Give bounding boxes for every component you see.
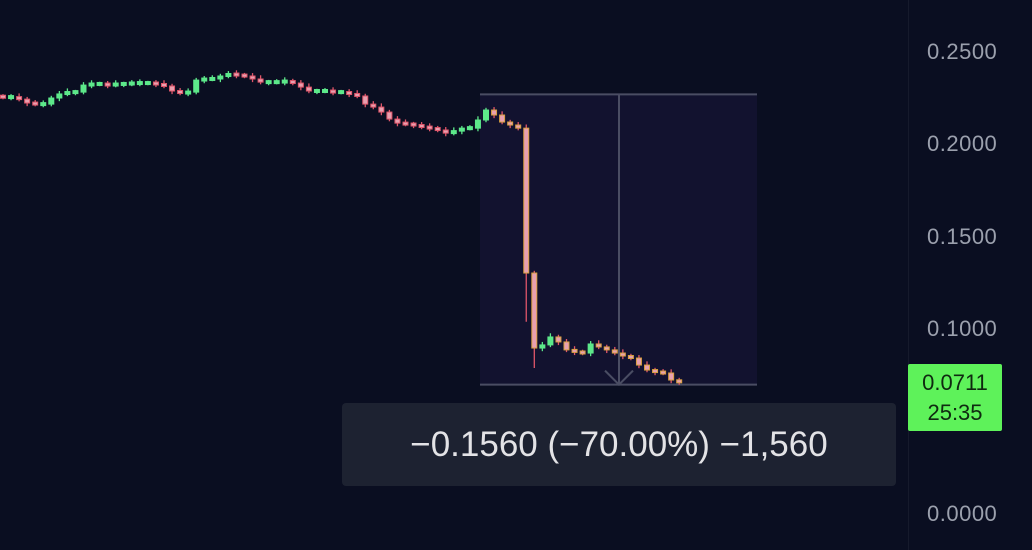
candle-up [185, 90, 192, 95]
candle-down [660, 370, 667, 375]
candle-up [313, 88, 320, 93]
candle-down [362, 95, 369, 105]
candle-down [370, 103, 377, 108]
candle-down [644, 364, 650, 371]
bar-countdown: 25:35 [927, 400, 983, 425]
arrow-down-icon [604, 369, 634, 387]
candle-down [603, 346, 610, 351]
candle-up [483, 109, 489, 121]
candle-up [88, 82, 95, 87]
candle-down [233, 72, 240, 77]
candle-down [346, 91, 353, 96]
candle-down [16, 96, 23, 101]
candle-up [120, 81, 127, 86]
y-tick-label: 0.2000 [927, 131, 998, 157]
measure-result-label: −0.1560 (−70.00%) −1,560 [342, 403, 896, 486]
candle-down [668, 372, 675, 381]
candle-up [539, 344, 546, 349]
candle-down [104, 82, 111, 87]
candle-up [136, 81, 143, 86]
candle-down [305, 86, 312, 92]
candle-down [169, 85, 176, 92]
y-tick-label: 0.1500 [927, 223, 998, 249]
candles [0, 70, 683, 385]
candle-up [72, 90, 79, 95]
candle-down [32, 101, 39, 106]
last-price-tag: 0.0711 25:35 [908, 364, 1002, 431]
candle-up [322, 88, 328, 93]
candle-up [96, 81, 103, 86]
candle-up [8, 95, 15, 100]
candle-down [507, 121, 514, 126]
last-price-value: 0.0711 [922, 370, 988, 395]
y-tick-label: 0.1000 [927, 316, 998, 342]
candle-down [523, 127, 530, 274]
y-tick-label: 0.2500 [927, 39, 998, 64]
candle-up [265, 80, 272, 85]
candle-down [442, 129, 449, 134]
candle-down [297, 82, 304, 88]
candle-up [144, 81, 151, 86]
candle-up [48, 97, 55, 105]
candle-down [579, 350, 586, 355]
candle-down [426, 125, 433, 130]
candle-down [531, 272, 538, 349]
candle-down [257, 78, 264, 83]
candle-down [571, 348, 578, 353]
candle-down [499, 114, 506, 123]
candle-down [652, 369, 659, 374]
candle-down [410, 122, 417, 127]
candle-up [273, 80, 280, 85]
candle-up [40, 102, 47, 107]
candle-up [209, 76, 216, 81]
candle-up [217, 75, 224, 80]
candle-down [676, 379, 683, 384]
candle-up [450, 130, 457, 135]
candle-up [128, 81, 135, 86]
candle-up [112, 82, 119, 87]
candle-down [289, 80, 296, 85]
candle-down [177, 90, 184, 95]
candle-up [474, 119, 481, 129]
candle-down [418, 124, 425, 129]
candle-down [402, 121, 409, 126]
candle-up [281, 79, 288, 84]
candle-up [80, 84, 87, 93]
candle-down [161, 82, 167, 87]
candle-down [24, 98, 31, 104]
candle-down [378, 106, 385, 113]
candle-down [386, 111, 393, 120]
candle-down [152, 81, 159, 86]
candle-up [225, 73, 232, 78]
candle-up [466, 126, 473, 131]
candle-down [563, 341, 570, 351]
candle-down [635, 357, 642, 366]
candle-down [434, 127, 441, 132]
candle-up [338, 90, 345, 95]
candle-down [491, 109, 498, 116]
candle-up [56, 93, 63, 99]
price-axis-separator [908, 0, 909, 550]
candle-down [611, 349, 618, 354]
candle-up [64, 91, 71, 96]
candle-up [193, 79, 200, 93]
y-tick-label: 0.0000 [927, 501, 998, 526]
candle-down [249, 75, 256, 80]
candle-up [587, 343, 594, 354]
candle-down [394, 118, 401, 124]
candle-down [555, 336, 562, 343]
candle-up [201, 77, 208, 82]
candle-down [515, 124, 522, 129]
candle-down [619, 352, 626, 357]
candle-down [0, 94, 6, 99]
candle-down [627, 355, 634, 360]
candle-up [547, 336, 554, 346]
candle-down [330, 89, 337, 94]
candle-down [595, 343, 602, 348]
candle-down [241, 73, 248, 78]
candle-up [458, 127, 465, 132]
candle-down [354, 92, 361, 97]
